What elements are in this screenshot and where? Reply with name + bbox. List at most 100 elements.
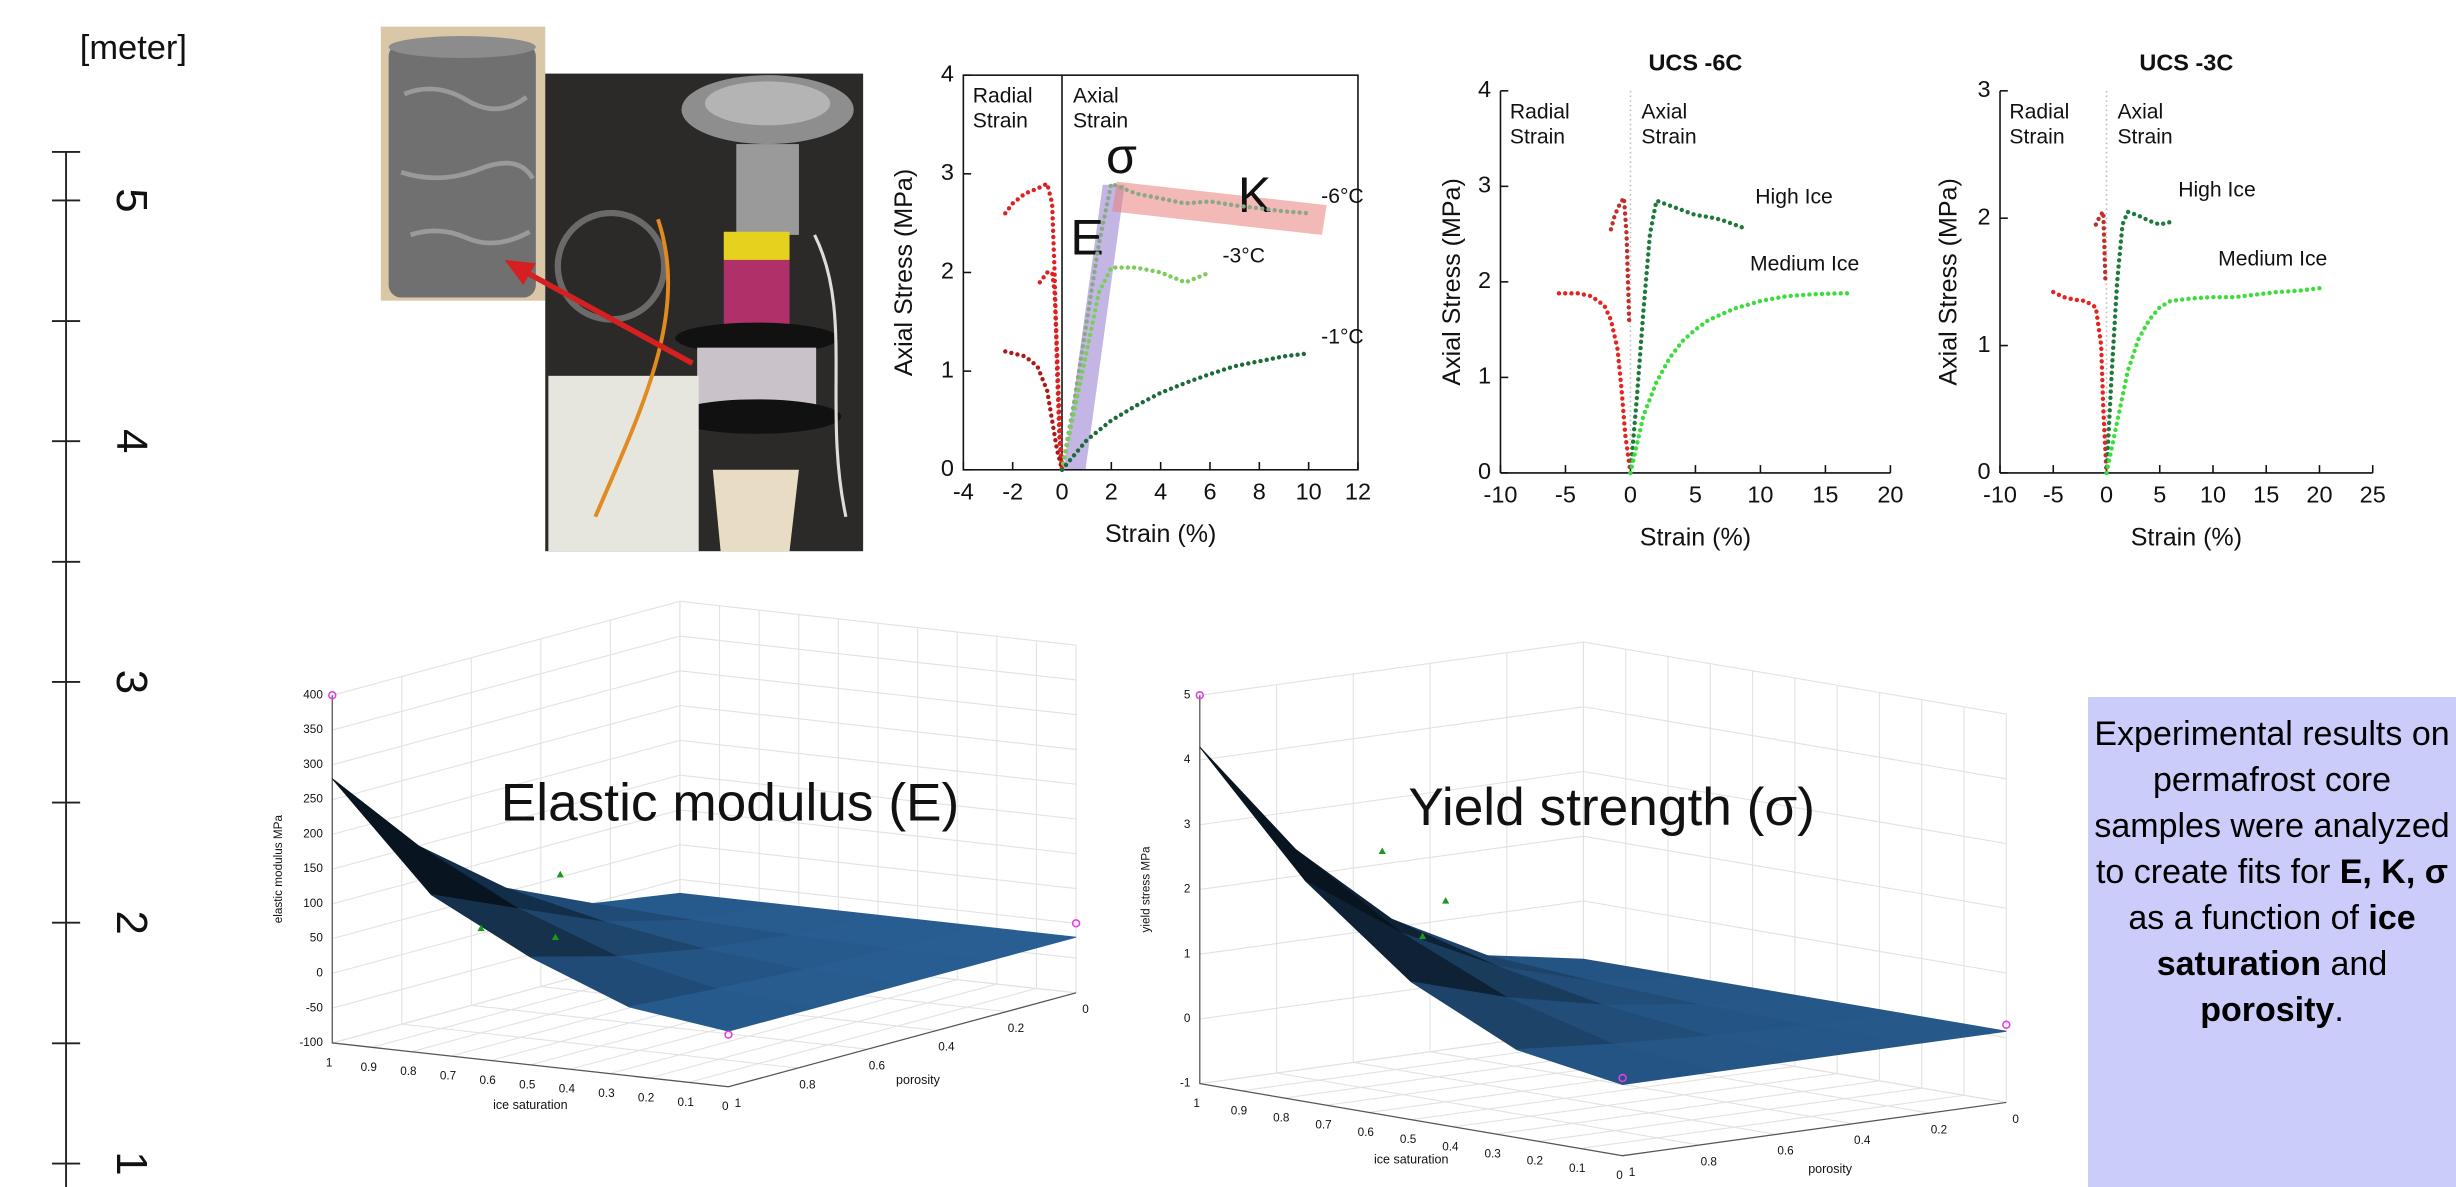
y-tick-label: 0.4 <box>938 1041 955 1054</box>
x-tick-label: -4 <box>953 478 974 504</box>
region-label: Axial <box>1073 85 1119 108</box>
x-axis-label: Strain (%) <box>2131 523 2242 551</box>
x-tick-label: 0 <box>1055 478 1068 504</box>
x-tick-label: -2 <box>1002 478 1023 504</box>
x-tick-label: 0 <box>1616 1169 1623 1182</box>
y-axis-label: Axial Stress (MPa) <box>1935 178 1963 385</box>
data-series <box>1059 351 1311 472</box>
x-axis-label: Strain (%) <box>1640 523 1751 551</box>
z-tick-label: 250 <box>303 793 323 806</box>
z-grid-line <box>332 635 1077 731</box>
region-label: Strain <box>2009 125 2064 148</box>
ruler-label: 3 <box>107 670 156 694</box>
x-tick-label: 1 <box>1193 1097 1200 1110</box>
y-grid-line <box>471 1004 868 1050</box>
data-point <box>1618 1073 1627 1083</box>
axis-edge <box>331 695 1077 1088</box>
ruler-unit: [meter] <box>80 29 187 67</box>
y-tick-label: 1 <box>941 356 954 382</box>
z-tick-label: 0 <box>1184 1012 1191 1025</box>
z-tick-label: -50 <box>306 1001 323 1014</box>
y-tick-label: 2 <box>941 258 954 284</box>
y-tick-label: 4 <box>1478 76 1491 102</box>
x-tick-label: 0.4 <box>1442 1140 1459 1153</box>
y-tick-label: 1 <box>1478 363 1491 389</box>
surface-patch <box>1305 880 1508 999</box>
chart-title: Elastic modulus (E) <box>501 774 960 833</box>
z-tick-label: 5 <box>1184 688 1191 701</box>
ruler-label: 2 <box>107 911 156 935</box>
x-tick-label: 0.9 <box>1231 1104 1247 1117</box>
pointer-arrow <box>504 259 694 366</box>
surface-patch <box>1516 1043 1719 1085</box>
data-point <box>556 870 564 878</box>
x-tick-label: 25 <box>2360 482 2386 508</box>
x-tick-label: 0.1 <box>678 1096 694 1109</box>
x-tick-label: -10 <box>1484 482 1518 508</box>
x-grid-line <box>609 979 958 1075</box>
x-grid-line <box>1453 1073 1838 1128</box>
z-tick-label: 3 <box>1184 818 1191 831</box>
x-grid-line <box>688 987 1037 1083</box>
summary-text: . <box>2334 991 2344 1029</box>
data-point <box>1418 932 1427 940</box>
data-point <box>2002 1020 2011 1029</box>
summary-text: ice saturation <box>2156 899 2416 983</box>
piston <box>736 144 799 235</box>
z-tick-label: 100 <box>303 897 323 910</box>
series-label: -3°C <box>1223 244 1265 267</box>
x-tick-label: 12 <box>1345 478 1371 504</box>
region-label: Radial <box>2009 100 2069 123</box>
y-tick-label: 2 <box>1978 203 1991 229</box>
y-tick-label: 0.2 <box>1008 1022 1024 1035</box>
data-point <box>328 691 337 700</box>
region-label: Radial <box>973 85 1033 108</box>
y-grid-line <box>1353 1061 1777 1135</box>
arrow-head <box>504 259 536 286</box>
x-tick-label: 0 <box>722 1100 729 1113</box>
data-series <box>1059 265 1213 472</box>
axis-edge <box>1199 695 2007 1157</box>
ruler-label: 4 <box>107 429 156 453</box>
x-tick-label: 0.3 <box>598 1087 615 1100</box>
apparatus-photo <box>545 73 864 552</box>
y-tick-label: 3 <box>1478 172 1491 198</box>
z-tick-label: 0 <box>316 966 323 979</box>
x-tick-label: 0.5 <box>519 1078 536 1091</box>
lower-disc <box>672 399 842 434</box>
chart-title: UCS -6C <box>1648 49 1742 75</box>
x-axis-label: Strain (%) <box>1105 520 1216 548</box>
annotation: E <box>1070 209 1103 265</box>
x-tick-label: 2 <box>1105 478 1118 504</box>
region-label: Axial <box>1641 100 1687 123</box>
series-label: -1°C <box>1321 325 1364 348</box>
region-label: Strain <box>1073 110 1128 133</box>
z-tick-label: 1 <box>1184 947 1191 960</box>
z-tick-label: 350 <box>303 723 323 736</box>
x-tick-label: 10 <box>1747 482 1773 508</box>
summary-text: E, K, σ <box>2339 853 2449 891</box>
region-label: Strain <box>2117 125 2172 148</box>
chart: UCS -3C -10 -5 0 5 10 15 20 25 0 1 2 3 Strain (%) Axia… <box>1935 49 2386 551</box>
y-tick-label: 0 <box>1978 458 1991 484</box>
y-tick-label: 0.4 <box>1854 1134 1871 1147</box>
z-tick-label: 150 <box>303 862 323 875</box>
x-tick-label: 0.9 <box>361 1061 377 1074</box>
summary-box: Experimental results on permafrost core … <box>2088 697 2456 1187</box>
y-tick-label: 0.6 <box>1777 1145 1794 1158</box>
x-tick-label: 0.2 <box>638 1091 654 1104</box>
annotation: σ <box>1106 128 1137 184</box>
series-label: High Ice <box>1755 186 1833 209</box>
x-tick-label: 8 <box>1253 478 1266 504</box>
x-tick-label: 0 <box>2100 482 2113 508</box>
x-tick-label: 0.8 <box>400 1065 417 1078</box>
core-top <box>388 36 536 58</box>
x-tick-label: 10 <box>2200 482 2226 508</box>
z-tick-label: 4 <box>1184 753 1191 766</box>
y-tick-label: 4 <box>941 60 954 86</box>
y-tick-label: 0 <box>1082 1003 1089 1016</box>
x-tick-label: 0.2 <box>1527 1155 1543 1168</box>
core-texture <box>400 86 535 246</box>
